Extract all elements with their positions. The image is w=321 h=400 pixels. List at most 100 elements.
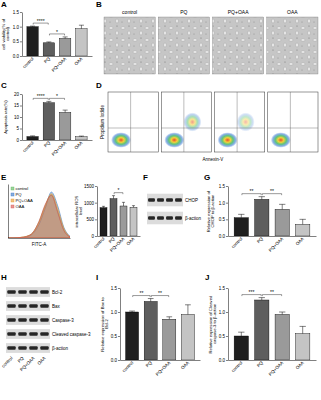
significance-label: * — [56, 93, 58, 99]
tick-label: 1.0 — [13, 25, 20, 30]
blot-band — [29, 290, 37, 294]
y-tick: 1.5 — [13, 10, 22, 15]
y-tick: 500 — [86, 217, 97, 222]
flow-plot — [215, 92, 265, 152]
blot-row-label: β-action — [185, 216, 202, 221]
error-bar — [300, 219, 306, 224]
blot-strip — [6, 343, 50, 353]
label-line: caspase-3 to β-action — [212, 303, 217, 344]
bar — [234, 336, 248, 360]
legend-label: control — [16, 186, 29, 191]
blot-lane-label: control — [1, 356, 14, 369]
tick-mark — [226, 203, 228, 204]
label-line: Apoptosis rate(%) — [3, 100, 8, 134]
bar-chart: 0.00.51.01.5controlPQPQ+OAAOAARelative e… — [208, 286, 317, 377]
axis-line — [228, 289, 229, 361]
tick-label: OAA — [125, 236, 135, 246]
blot-band — [29, 318, 37, 322]
tick-mark — [118, 288, 120, 289]
error-bar — [185, 305, 191, 315]
blot-strip — [6, 315, 50, 325]
tick-mark — [226, 288, 228, 289]
plot-area — [100, 196, 137, 236]
tick-mark — [20, 106, 22, 107]
tick-label: 0.5 — [219, 217, 226, 222]
legend-swatch — [11, 193, 14, 196]
bar-chart: 0.00.51.01.5controlPQPQ+OAAOAARelative e… — [100, 286, 201, 377]
error-bar — [30, 26, 35, 28]
flow-population — [237, 112, 255, 131]
x-tick: PQ+OAA — [268, 360, 285, 377]
tick-label: PQ+OAA — [51, 56, 68, 73]
blot-band — [40, 290, 48, 294]
image-label: OAA — [287, 9, 298, 15]
tick-mark — [20, 41, 22, 42]
bar — [275, 209, 289, 236]
bar — [163, 319, 176, 360]
tick-label: PQ — [145, 360, 153, 368]
y-tick: 0.0 — [111, 358, 120, 363]
y-tick: 10 — [14, 115, 22, 120]
blot-band — [148, 198, 155, 202]
tick-mark — [20, 94, 22, 95]
error-bar — [300, 326, 306, 333]
label-line: Bcl-2 — [104, 319, 109, 329]
tick-label: PQ+OAA — [268, 360, 285, 377]
y-axis: 0.00.51.01.5 — [13, 10, 23, 59]
flow-population — [164, 132, 184, 148]
tick-label: OAA — [73, 56, 83, 66]
axis-line — [97, 187, 98, 237]
blot-band — [166, 216, 173, 220]
legend-label: OAA — [16, 204, 25, 209]
blot-band — [18, 332, 26, 336]
blot-band — [18, 318, 26, 322]
label-line: level — [78, 207, 83, 216]
panel-letter: C — [1, 81, 7, 90]
axis-line — [8, 185, 9, 239]
panel-letter: F — [143, 173, 148, 182]
y-tick: 20 — [14, 92, 22, 97]
tick-label: 0.0 — [111, 358, 118, 363]
significance-label: * — [118, 187, 120, 193]
bar — [120, 206, 127, 236]
panel-letter: B — [96, 0, 102, 9]
tick-label: 0.0 — [219, 234, 226, 239]
panel-letter: H — [1, 273, 7, 282]
blot-band — [7, 318, 15, 322]
tick-label: 0.0 — [219, 358, 226, 363]
flow-population — [218, 132, 238, 148]
tick-mark — [118, 312, 120, 313]
quadrant-line — [108, 92, 158, 152]
y-axis: 0.00.51.01.5 — [111, 286, 121, 363]
bar — [255, 300, 269, 360]
x-axis — [9, 238, 71, 239]
significance-label: **** — [37, 93, 45, 99]
x-tick: control — [121, 360, 134, 373]
panel-letter: A — [1, 0, 7, 9]
y-axis-title: Apoptosis rate(%) — [3, 100, 8, 134]
x-tick: PQ — [256, 236, 264, 244]
error-bar — [238, 332, 244, 336]
legend-swatch — [11, 205, 14, 208]
plot-area — [234, 298, 310, 360]
blot-band — [148, 216, 155, 220]
x-tick: PQ+OAA — [155, 360, 172, 377]
y-tick: 0.0 — [13, 54, 22, 59]
axis-line — [23, 56, 93, 57]
y-axis: 05101520 — [14, 92, 23, 143]
tick-mark — [20, 117, 22, 118]
tick-label: 1000 — [84, 201, 95, 206]
tick-label: PQ — [256, 236, 264, 244]
blot-band — [18, 346, 26, 350]
x-tick: OAA — [73, 56, 83, 66]
tick-mark — [20, 12, 22, 13]
histogram-chart: FITC-AcontrolPQPQ+OAAOAA — [8, 185, 71, 248]
tick-mark — [226, 360, 228, 361]
micrograph — [104, 17, 155, 74]
blot-band — [29, 346, 37, 350]
plot-area — [234, 197, 310, 236]
bar — [296, 334, 310, 360]
tick-mark — [95, 236, 97, 237]
tick-mark — [20, 140, 22, 141]
x-axis: controlPQPQ+OAAOAA — [22, 56, 93, 73]
